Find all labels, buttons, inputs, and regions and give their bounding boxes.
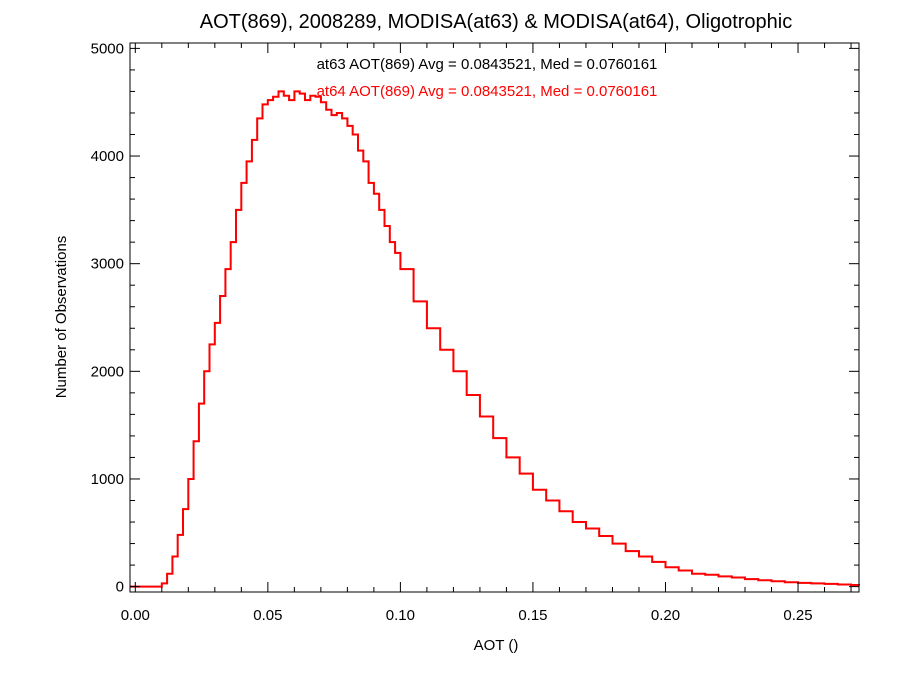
histogram-series-1 <box>130 90 860 588</box>
histogram-series-0 <box>130 90 860 588</box>
y-tick-label-5: 5000 <box>91 40 124 57</box>
x-tick-label-4: 0.20 <box>651 607 680 624</box>
x-tick-label-3: 0.15 <box>518 607 547 624</box>
stat-annotation-at63: at63 AOT(869) Avg = 0.0843521, Med = 0.0… <box>317 56 658 73</box>
plot-area <box>130 90 860 588</box>
y-tick-label-2: 2000 <box>91 363 124 380</box>
y-axis: 0 1000 2000 3000 4000 5000 <box>91 40 859 596</box>
plot-frame <box>129 42 860 593</box>
x-tick-label-5: 0.25 <box>783 607 812 624</box>
y-tick-label-3: 3000 <box>91 256 124 273</box>
x-axis-label: AOT () <box>474 637 519 654</box>
stat-annotation-at64: at64 AOT(869) Avg = 0.0843521, Med = 0.0… <box>317 83 658 100</box>
x-axis: 0.00 0.05 0.10 0.15 0.20 0.25 <box>121 43 852 624</box>
x-tick-label-2: 0.10 <box>386 607 415 624</box>
y-tick-label-4: 4000 <box>91 148 124 165</box>
x-tick-label-0: 0.00 <box>121 607 150 624</box>
y-tick-label-0: 0 <box>116 579 124 596</box>
y-axis-label: Number of Observations <box>53 236 70 399</box>
chart-title: AOT(869), 2008289, MODISA(at63) & MODISA… <box>200 11 792 33</box>
x-tick-label-1: 0.05 <box>253 607 282 624</box>
y-tick-label-1: 1000 <box>91 471 124 488</box>
